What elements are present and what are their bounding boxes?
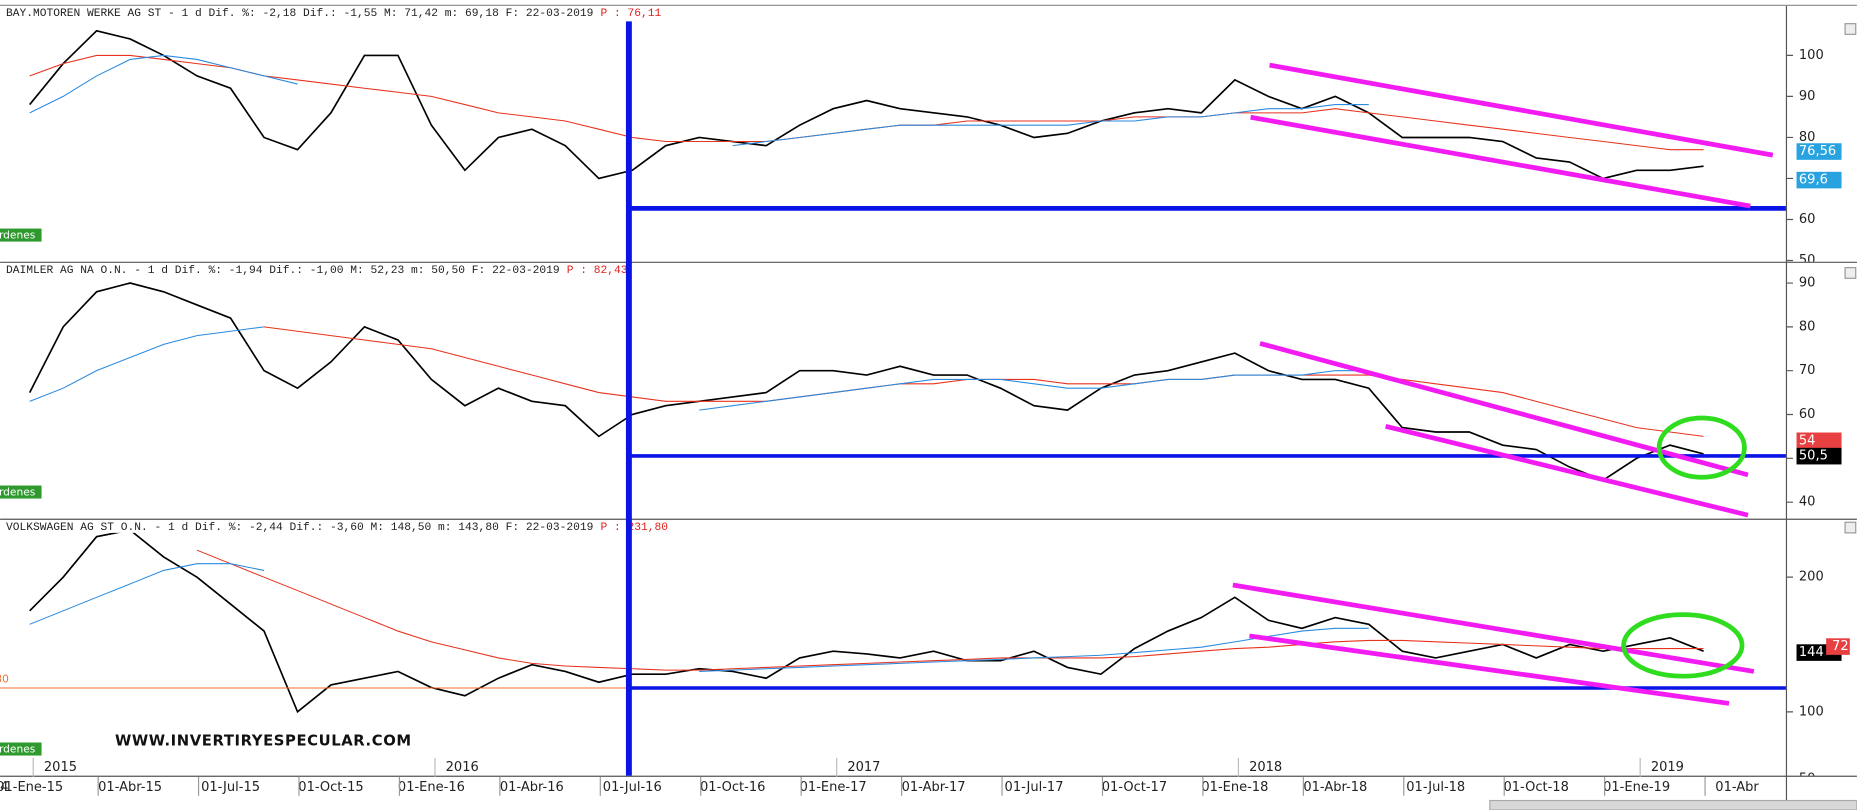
y-tick-label: 60	[1799, 212, 1816, 227]
x-tick-label: 01-Ene-15	[0, 780, 63, 795]
moving-average	[29, 54, 1369, 147]
moving-average	[196, 549, 1704, 671]
drawn-trend-line	[1385, 424, 1749, 518]
year-label: 2018	[1249, 760, 1282, 775]
price-tag-label: 50,5	[1799, 449, 1828, 464]
price-tag	[1796, 171, 1842, 189]
watermark: WWW.INVERTIRYESPECULAR.COM	[115, 732, 412, 749]
panel-button[interactable]	[1844, 521, 1857, 534]
x-lead-label: 4	[0, 780, 8, 795]
y-tick-label: 90	[1799, 89, 1816, 104]
drawn-trend-line	[1249, 633, 1730, 706]
x-tick-label: 01-Oct-17	[1102, 780, 1167, 795]
y-tick-label: 80	[1799, 130, 1816, 145]
x-tick-label: 01-Ene-17	[800, 780, 867, 795]
x-tick-label: 01-Abr-17	[902, 780, 966, 795]
price-tag	[1796, 143, 1842, 160]
panel-button[interactable]	[1844, 267, 1857, 279]
price-tag-label: 72	[1832, 639, 1849, 654]
y-tick-label: 50	[1799, 772, 1816, 787]
year-label: 2019	[1651, 760, 1684, 775]
year-label: 2015	[44, 760, 77, 775]
price-tag-label: 76,56	[1799, 144, 1836, 159]
panel-p-label: P : 231,80	[600, 522, 668, 534]
price-tag	[1796, 432, 1842, 450]
panel-p-label: P : 82,43	[567, 265, 628, 277]
x-tick-label: 01-Abr	[1715, 780, 1759, 795]
y-tick-label: 60	[1799, 407, 1816, 422]
price-tag-label: 54	[1799, 433, 1816, 448]
price-tag-label: 69,6	[1799, 173, 1828, 188]
y-tick-label: 200	[1799, 570, 1824, 585]
y-tick-label: 80	[1799, 319, 1816, 334]
reference-label: 30	[0, 673, 9, 686]
panel-p-label: P : 76,11	[600, 8, 661, 20]
orders-button[interactable]	[0, 742, 42, 756]
x-tick-label: 01-Ene-19	[1603, 780, 1670, 795]
panel-header: VOLKSWAGEN AG ST O.N. - 1 d Dif. %: -2,4…	[6, 522, 593, 534]
price-line	[28, 282, 1704, 482]
x-tick-label: 01-Ene-18	[1201, 780, 1268, 795]
year-label: 2016	[446, 760, 479, 775]
x-tick-label: 01-Jul-17	[1005, 780, 1064, 795]
drawn-circle	[1656, 415, 1747, 480]
plot-area	[28, 282, 1704, 482]
price-line	[29, 29, 1704, 180]
panel-header: DAIMLER AG NA O.N. - 1 d Dif. %: -1,94 D…	[6, 265, 560, 277]
orders-button-label: Órdenes	[0, 743, 36, 756]
y-tick-label: 100	[1799, 704, 1824, 719]
orders-button[interactable]	[0, 485, 42, 499]
x-tick-label: 01-Abr-16	[500, 780, 564, 795]
price-axis: 50 100 200	[1787, 570, 1824, 787]
drawn-trend-line	[1250, 114, 1751, 209]
drawn-trend-line	[1232, 582, 1755, 674]
panel-header: BAY.MOTOREN WERKE AG ST - 1 d Dif. %: -2…	[6, 8, 593, 20]
drawn-trend-line	[1259, 341, 1749, 478]
x-tick-label: 01-Ene-16	[398, 780, 465, 795]
x-tick-label: 01-Jul-16	[603, 780, 662, 795]
x-tick-label: 01-Oct-18	[1503, 780, 1568, 795]
price-tag	[1796, 447, 1842, 465]
y-tick-label: 40	[1799, 495, 1816, 510]
y-tick-label: 100	[1799, 48, 1824, 63]
y-tick-label: 50	[1799, 253, 1816, 268]
orders-button[interactable]	[0, 228, 42, 242]
x-tick-label: 01-Jul-18	[1406, 780, 1465, 795]
x-tick-label: 01-Jul-15	[201, 780, 260, 795]
plot-area	[29, 29, 1704, 180]
x-tick-label: 01-Abr-15	[98, 780, 162, 795]
drawn-circle	[1621, 612, 1745, 679]
drawn-trend-line	[1269, 62, 1774, 158]
x-tick-label: 01-Oct-16	[700, 780, 765, 795]
orders-button-label: Órdenes	[0, 486, 36, 499]
year-label: 2017	[847, 760, 880, 775]
price-tag-label: 144	[1799, 645, 1824, 660]
orders-button-label: Órdenes	[0, 229, 36, 242]
y-tick-label: 90	[1799, 276, 1816, 291]
price-tag	[1826, 638, 1850, 655]
moving-average	[29, 326, 1369, 411]
x-tick-label: 01-Abr-18	[1303, 780, 1367, 795]
panel-button[interactable]	[1844, 23, 1857, 35]
y-tick-label: 70	[1799, 363, 1816, 378]
price-line	[29, 532, 1704, 714]
scrollbar[interactable]	[1489, 799, 1857, 810]
x-tick-label: 01-Oct-15	[298, 780, 363, 795]
